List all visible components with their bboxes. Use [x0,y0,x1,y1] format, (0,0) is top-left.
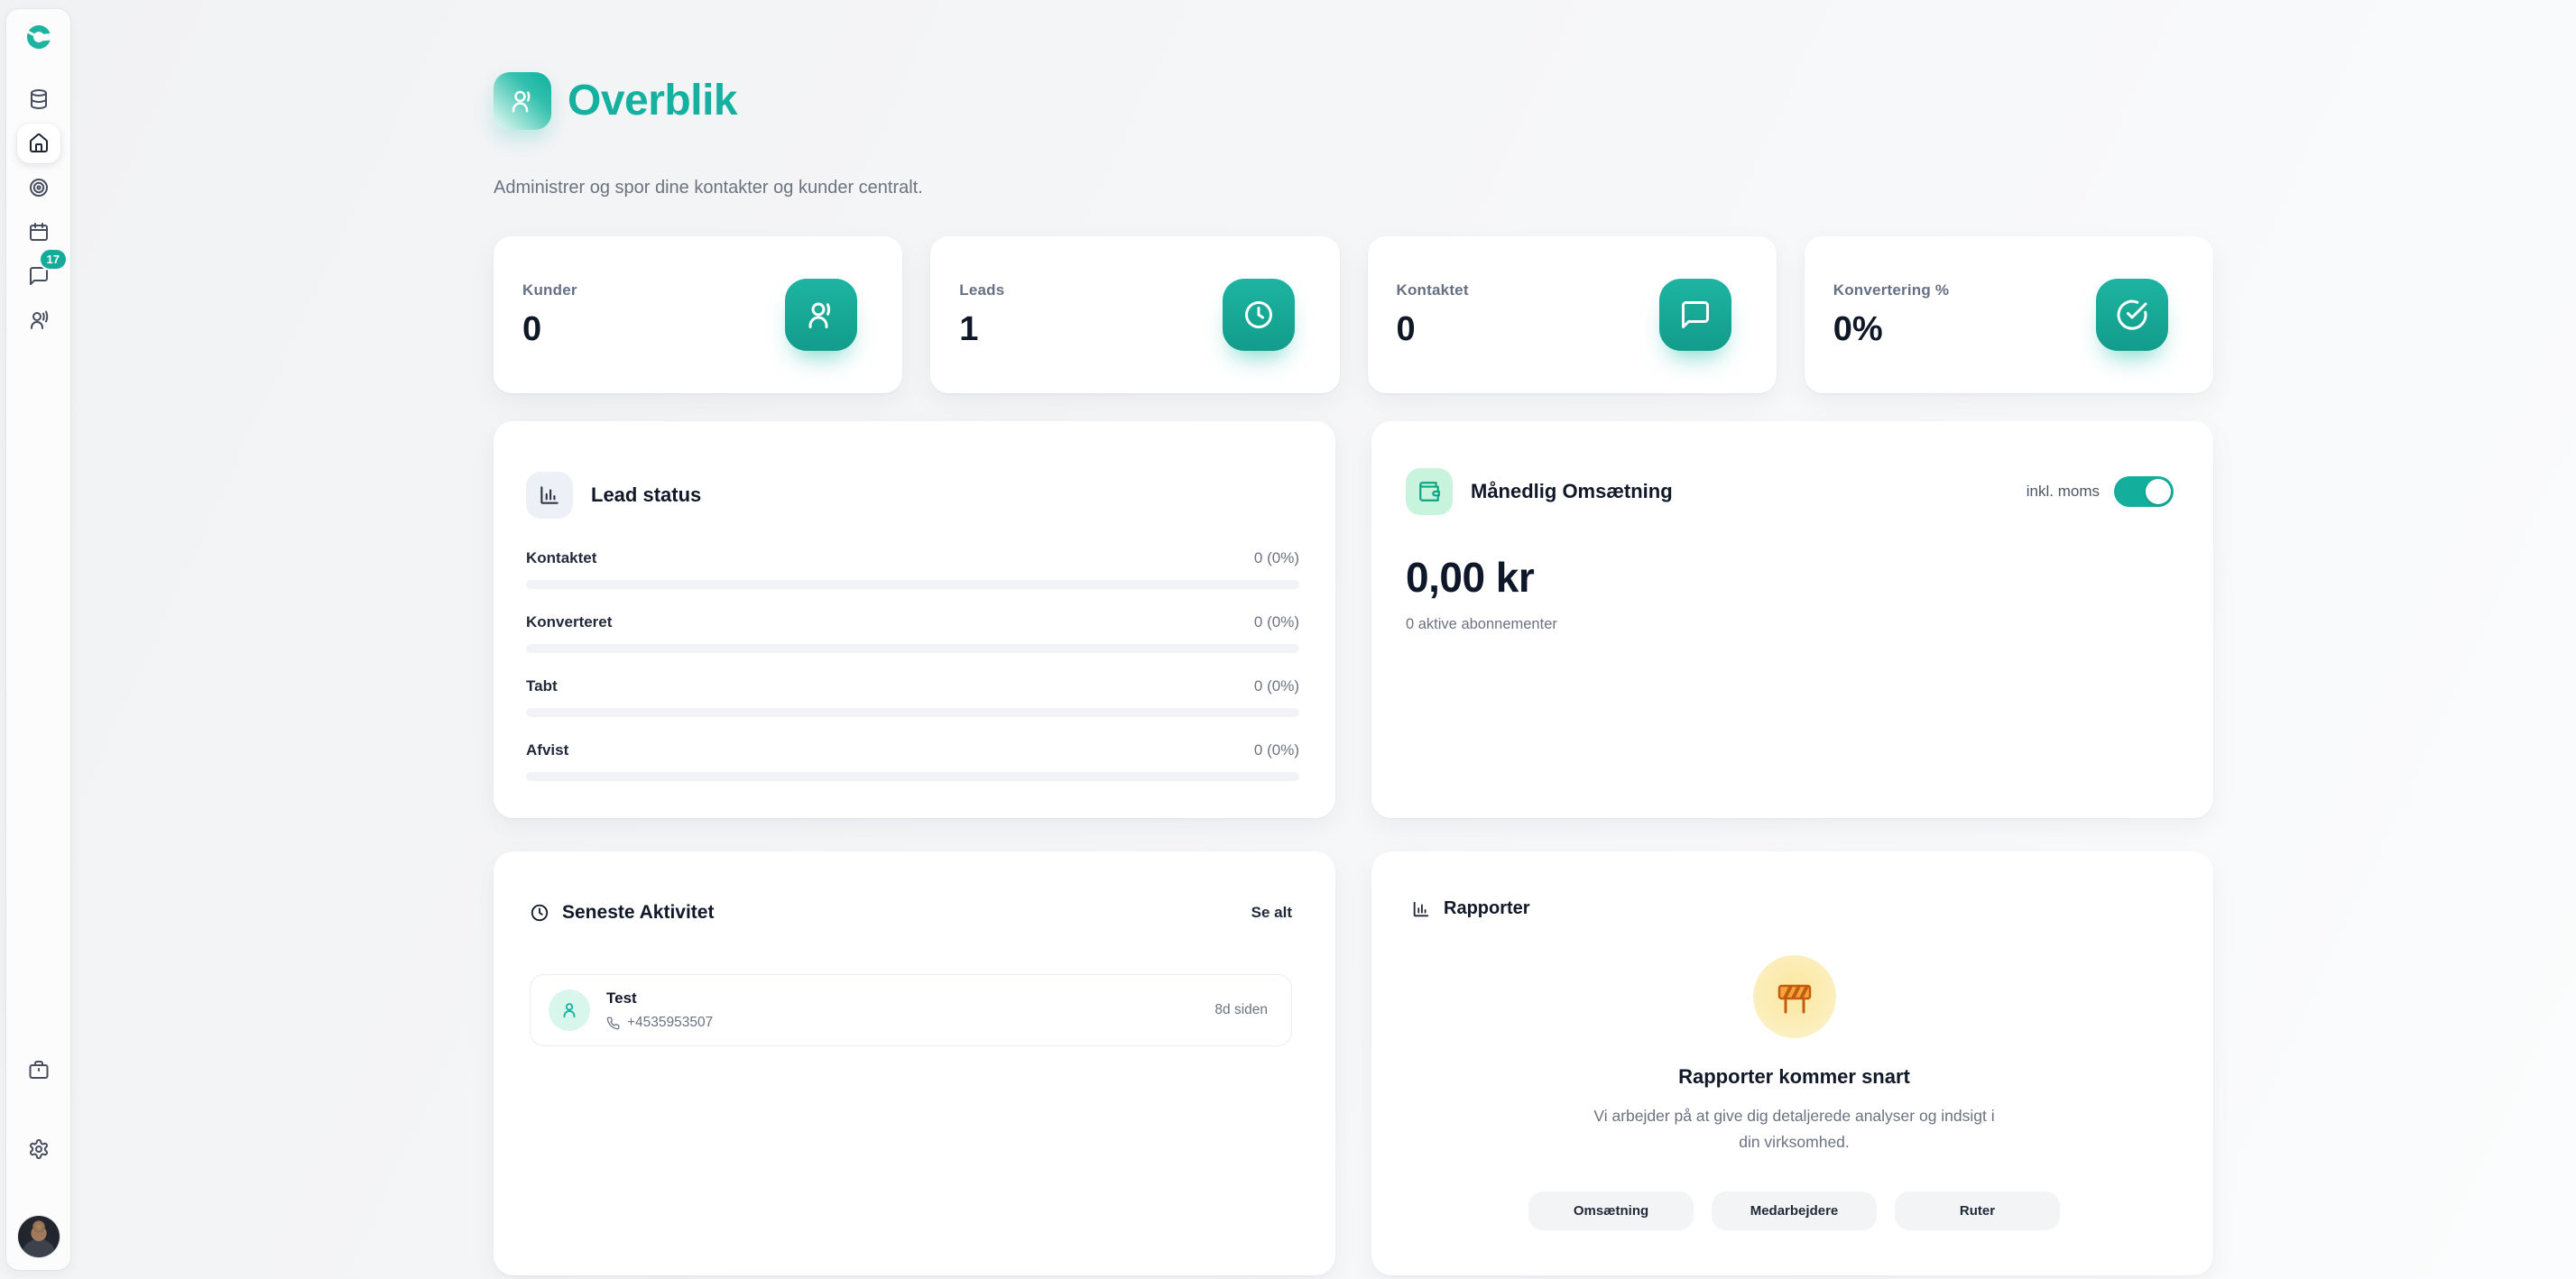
check-circle-icon [2096,279,2168,352]
lead-status-row: Kontaktet 0 (0%) [526,549,1299,590]
stat-value: 0% [1833,309,1883,348]
toggle-knob [2146,479,2171,505]
progress-bar [526,708,1299,718]
middle-row: Lead status Kontaktet 0 (0%) Konverteret [494,421,2213,819]
monthly-revenue-card: Månedlig Omsætning inkl. moms 0,00 kr 0 … [1371,421,2213,819]
lead-status-row: Tabt 0 (0%) [526,677,1299,718]
revenue-subtitle: 0 aktive abonnementer [1406,616,1557,633]
revenue-title: Månedlig Omsætning [1471,480,1673,503]
stat-card-leads: Leads 1 [930,236,1340,394]
sidebar-item-chat[interactable]: 17 [17,248,68,296]
page-subtitle: Administrer og spor dine kontakter og ku… [494,178,923,198]
lead-status-card: Lead status Kontaktet 0 (0%) Konverteret [494,421,1335,819]
target-icon [28,177,50,198]
page-title: Overblik [568,77,738,125]
reports-card: Rapporter Rappo [1371,851,2213,1276]
sidebar-footer [17,1050,60,1270]
briefcase-icon [28,1059,50,1081]
page-header: Overblik Administrer og spor dine kontak… [494,47,2213,198]
stat-cards-row: Kunder 0 Leads 1 [494,236,2213,394]
wallet-icon [1406,468,1453,516]
stat-card-kontaktet: Kontaktet 0 [1367,236,1777,394]
activity-title: Seneste Aktivitet [562,902,715,924]
sidebar: 17 [6,9,70,1270]
stat-value: 0 [522,309,542,348]
bar-chart-icon [1411,899,1431,919]
sidebar-item-target[interactable] [17,168,60,207]
stat-value: 1 [959,309,979,348]
phone-icon [606,1017,620,1030]
activity-contact-phone: +4535953507 [627,1015,714,1031]
overview-header-icon [494,71,551,130]
lead-status-title: Lead status [591,483,702,507]
sidebar-item-organization[interactable] [17,1050,60,1090]
progress-bar [526,580,1299,590]
team-icon [28,309,50,331]
report-tag-medarbejdere[interactable]: Medarbejdere [1712,1192,1877,1231]
person-icon [549,989,590,1032]
sidebar-item-calendar[interactable] [17,212,60,252]
lead-row-value: 0 (0%) [1253,677,1299,695]
activity-list-item[interactable]: Test +4535953507 8d siden [530,974,1292,1047]
stat-value: 0 [1396,309,1416,348]
lead-row-value: 0 (0%) [1253,741,1299,759]
lead-row-label: Tabt [526,677,558,695]
stat-label: Kunder [522,281,577,299]
sidebar-item-home[interactable] [16,124,60,163]
sidebar-nav: 17 [16,79,68,340]
activity-contact-name: Test [606,989,637,1008]
sidebar-item-database[interactable] [17,79,60,119]
report-tag-omsaetning[interactable]: Omsætning [1528,1192,1694,1231]
lead-row-label: Kontaktet [526,549,597,567]
lead-row-value: 0 (0%) [1253,613,1299,631]
clock-icon [530,903,549,923]
bottom-row: Seneste Aktivitet Se alt Test [494,851,2213,1276]
users-icon [509,87,536,115]
brand-logo [22,20,56,54]
reports-title: Rapporter [1444,898,1530,919]
main-content: Overblik Administrer og spor dine kontak… [494,0,2213,1276]
clock-icon [1222,279,1295,352]
lead-row-value: 0 (0%) [1253,549,1299,567]
report-tag-ruter[interactable]: Ruter [1895,1192,2060,1231]
database-icon [28,88,50,110]
stat-label: Leads [959,281,1005,299]
activity-timestamp: 8d siden [1214,1002,1268,1018]
sidebar-item-settings[interactable] [17,1129,60,1169]
sidebar-item-team[interactable] [17,300,60,340]
stat-card-kunder: Kunder 0 [494,236,903,394]
progress-bar [526,772,1299,782]
stat-label: Konvertering % [1833,281,1950,299]
reports-coming-title: Rapporter kommer snart [1678,1065,1910,1089]
revenue-amount: 0,00 kr [1406,554,1535,602]
user-avatar[interactable] [17,1216,60,1257]
users-icon [785,279,858,352]
see-all-link[interactable]: Se alt [1251,904,1292,922]
reports-coming-text: Vi arbejder på at give dig detaljerede a… [1593,1107,1995,1152]
vat-toggle-label: inkl. moms [2026,483,2100,501]
construction-barrier-icon [1752,955,1836,1039]
vat-toggle[interactable] [2114,476,2174,508]
lead-row-label: Konverteret [526,613,613,631]
lead-status-row: Konverteret 0 (0%) [526,613,1299,654]
lead-row-label: Afvist [526,741,569,759]
calendar-icon [28,221,50,243]
stat-card-konvertering: Konvertering % 0% [1804,236,2213,394]
recent-activity-card: Seneste Aktivitet Se alt Test [494,851,1335,1276]
settings-gear-icon [28,1138,50,1160]
lead-status-row: Afvist 0 (0%) [526,741,1299,782]
bar-chart-icon [526,472,573,520]
progress-bar [526,644,1299,654]
stat-label: Kontaktet [1396,281,1469,299]
chat-bubble-icon [1658,279,1731,352]
chat-unread-badge: 17 [38,248,68,271]
home-icon [28,133,50,154]
